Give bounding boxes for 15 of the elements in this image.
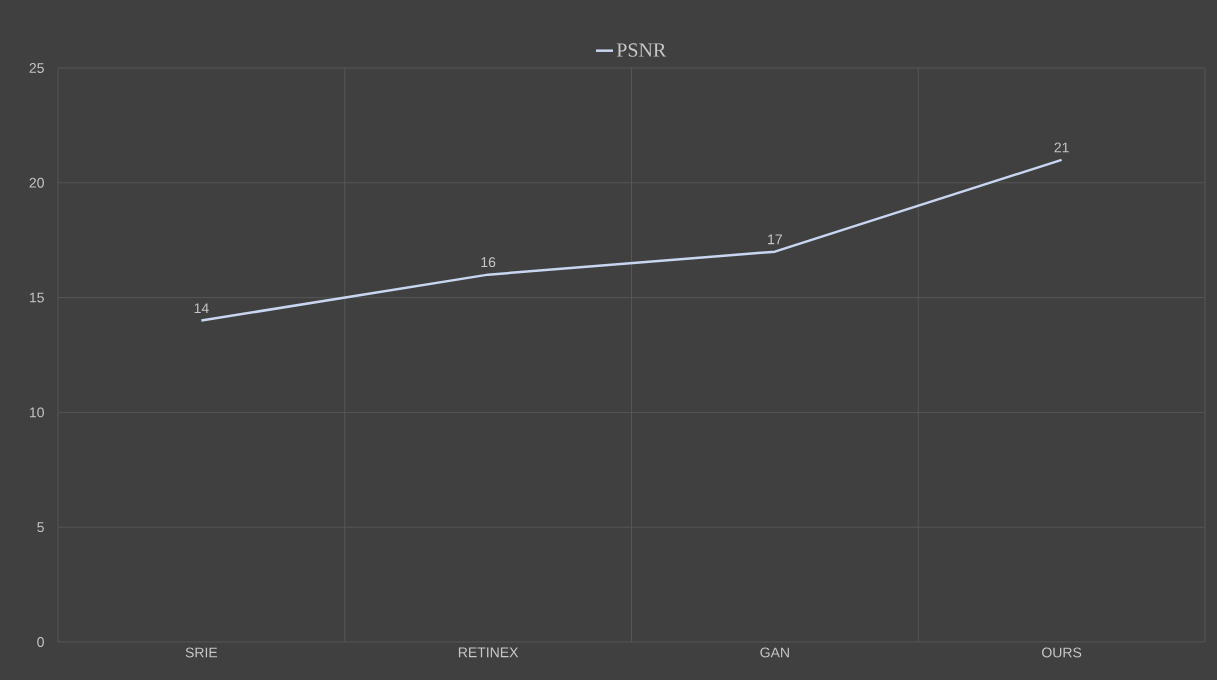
y-tick-label: 0 xyxy=(37,637,44,647)
y-tick-label: 5 xyxy=(37,522,44,533)
x-tick-label: SRIE xyxy=(185,647,218,658)
legend-label: PSNR xyxy=(616,43,667,57)
x-tick-label: OURS xyxy=(1042,647,1082,658)
data-label: 14 xyxy=(194,303,209,314)
x-tick-label: RETINEX xyxy=(458,647,519,658)
x-tick-label: GAN xyxy=(760,647,789,658)
y-tick-label: 10 xyxy=(29,407,44,418)
data-label: 17 xyxy=(768,234,782,245)
y-tick-label: 25 xyxy=(29,63,44,73)
y-tick-label: 15 xyxy=(29,292,44,303)
data-label: 21 xyxy=(1054,142,1069,153)
data-label: 16 xyxy=(481,257,496,268)
y-tick-label: 20 xyxy=(29,177,44,188)
